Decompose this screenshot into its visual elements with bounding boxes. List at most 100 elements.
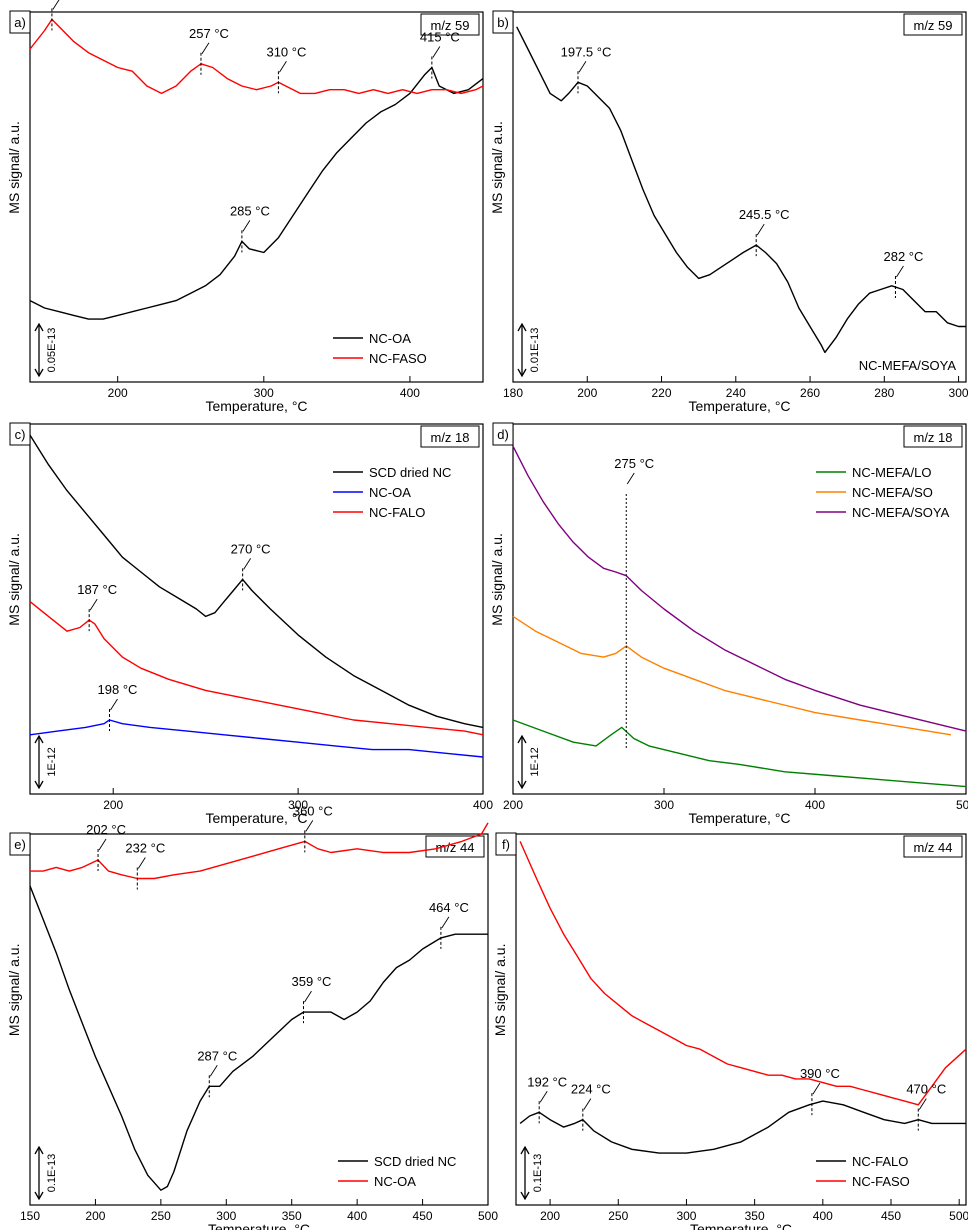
series-line-nc-falo	[519, 1100, 966, 1154]
chart-panel-b: 180 200 220 240 260 280 300 Temperature, °C MS s…	[489, 10, 968, 414]
arrow-up-icon	[34, 734, 44, 744]
annotation-arrow	[279, 61, 287, 73]
annotation-arrow	[812, 1082, 821, 1095]
scale-bar-label: 0.01E-13	[529, 328, 541, 373]
arrow-up-icon	[517, 322, 527, 332]
arrow-down-icon	[34, 1191, 44, 1201]
annotation-arrow	[304, 990, 312, 1003]
legend-label: NC-OA	[369, 331, 411, 346]
panel-label-box	[492, 422, 514, 446]
scale-bar-label: 0.05E-13	[46, 328, 58, 373]
annotation-arrow	[756, 223, 765, 236]
scale-bar-label: 0.1E-13	[46, 1154, 58, 1193]
x-axis-label: Temperature, °C	[208, 1221, 310, 1230]
plot-frame	[29, 11, 484, 383]
series-line-nc-faso	[519, 841, 967, 1106]
annotation-arrow	[110, 698, 118, 711]
x-tick-label: 300	[949, 386, 968, 400]
panel-label-box	[9, 10, 31, 34]
legend-label: NC-MEFA/LO	[852, 465, 931, 480]
peak-label: 275 °C	[614, 456, 654, 471]
series-line-scd-dried-nc	[29, 885, 488, 1191]
y-axis-label: MS signal/ a.u.	[6, 944, 22, 1037]
legend-label: NC-FALO	[852, 1154, 908, 1169]
series-line-nc-oa	[29, 66, 484, 320]
x-tick-label: 500	[478, 1209, 498, 1223]
annotation-arrow	[89, 598, 98, 611]
arrow-up-icon	[517, 734, 527, 744]
x-axis-label: Temperature, °C	[690, 1221, 792, 1230]
y-axis-label: MS signal/ a.u.	[489, 533, 505, 626]
chart-panel-d: 200 300 400 500 Temperature, °C MS signal/ a.…	[489, 422, 968, 826]
arrow-up-icon	[34, 322, 44, 332]
mz-tag: m/z 59	[430, 18, 469, 33]
y-axis-label: MS signal/ a.u.	[6, 533, 22, 626]
panel-label: d)	[497, 427, 509, 442]
mz-tag-box	[420, 425, 480, 448]
x-axis-label: Temperature, °C	[205, 398, 307, 414]
x-tick-label: 400	[473, 798, 493, 812]
annotation-arrow	[243, 558, 252, 570]
series-line-scd-dried-nc	[29, 434, 484, 729]
peak-label: 202 °C	[86, 822, 126, 837]
peak-label: 197.5 °C	[561, 44, 612, 59]
annotation-arrow	[98, 838, 107, 851]
peak-label: 390 °C	[800, 1066, 840, 1081]
annotation-arrow	[305, 820, 314, 832]
x-tick-label: 200	[103, 798, 123, 812]
peak-label: 464 °C	[429, 900, 469, 915]
x-tick-label: 300	[254, 386, 274, 400]
arrow-down-icon	[520, 1191, 530, 1201]
panel-label-box	[492, 10, 514, 34]
x-tick-label: 350	[745, 1209, 765, 1223]
x-tick-label: 400	[347, 1209, 367, 1223]
panel-label-box	[495, 832, 517, 856]
legend-label: NC-MEFA/SOYA	[859, 358, 957, 373]
mz-tag-box	[903, 835, 963, 858]
x-tick-label: 450	[413, 1209, 433, 1223]
peak-label: 232 °C	[125, 841, 165, 856]
annotation-arrow	[578, 61, 587, 73]
panel-label: f)	[502, 837, 510, 852]
x-tick-label: 200	[108, 386, 128, 400]
arrow-down-icon	[517, 780, 527, 790]
arrow-down-icon	[517, 368, 527, 378]
x-tick-label: 300	[288, 798, 308, 812]
annotation-arrow	[432, 46, 441, 58]
x-tick-label: 180	[503, 386, 523, 400]
x-axis-label: Temperature, °C	[688, 810, 790, 826]
series-line-nc-oa	[30, 822, 489, 880]
annotation-arrow	[441, 916, 450, 929]
y-axis-label: MS signal/ a.u.	[489, 121, 505, 214]
chart-panel-a: 200 300 400 Temperature, °C MS signal/ a.u. a…	[6, 0, 484, 414]
x-tick-label: 200	[503, 798, 523, 812]
annotation-arrow	[209, 1065, 218, 1077]
mz-tag: m/z 18	[430, 430, 469, 445]
chart-panel-c: 200 300 400 Temperature, °C MS signal/ a.u. c…	[6, 422, 493, 826]
annotation-arrow	[137, 857, 146, 869]
scale-bar-label: 1E-12	[529, 747, 541, 776]
legend-label: NC-FASO	[852, 1174, 910, 1189]
scale-bar-label: 0.1E-13	[532, 1154, 544, 1193]
series-line-nc-mefa-lo	[512, 719, 967, 788]
legend-label: NC-FALO	[369, 505, 425, 520]
chart-panel-e: 150 200 250 300 350 400 450 500 Temperature, °C M…	[6, 803, 498, 1230]
series-line-nc-mefa-soya	[516, 26, 966, 354]
chart-panel-f: 200 250 300 350 400 450 500 Temperature, °C MS s…	[492, 832, 968, 1230]
peak-label: 245.5 °C	[739, 207, 790, 222]
annotation-arrow	[242, 220, 251, 232]
x-tick-label: 400	[400, 386, 420, 400]
legend-label: NC-MEFA/SOYA	[852, 505, 950, 520]
plot-frame	[512, 11, 967, 383]
mz-tag: m/z 59	[913, 18, 952, 33]
x-tick-label: 300	[216, 1209, 236, 1223]
plot-frame	[512, 423, 967, 795]
peak-label: 360 °C	[293, 803, 333, 818]
x-tick-label: 250	[608, 1209, 628, 1223]
x-tick-label: 200	[540, 1209, 560, 1223]
panel-label: e)	[14, 837, 26, 852]
x-tick-label: 300	[676, 1209, 696, 1223]
peak-label: 187 °C	[77, 582, 117, 597]
scale-bar-label: 1E-12	[46, 747, 58, 776]
